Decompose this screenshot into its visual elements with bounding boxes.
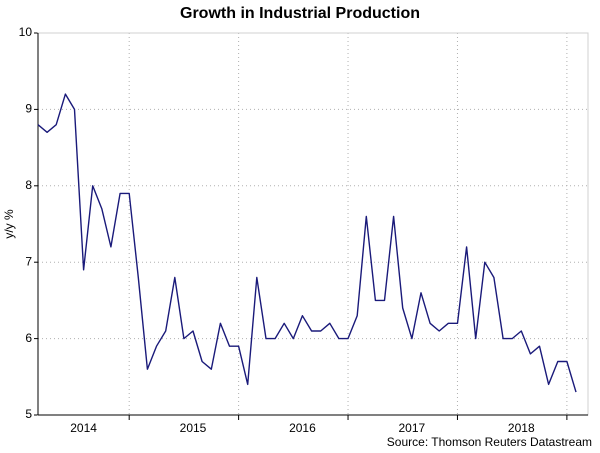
x-tick-label: 2015: [180, 421, 207, 435]
y-tick-label: 7: [25, 254, 32, 268]
x-tick-label: 2016: [289, 421, 316, 435]
plot-frame: [37, 32, 589, 416]
chart-title: Growth in Industrial Production: [180, 5, 420, 22]
source-note: Source: Thomson Reuters Datastream: [387, 435, 592, 449]
data-line: [37, 93, 577, 393]
y-tick-label: 5: [25, 407, 32, 421]
y-tick-label: 10: [19, 25, 33, 39]
x-tick-label: 2018: [508, 421, 535, 435]
x-tick-label: 2017: [399, 421, 426, 435]
y-tick-label: 6: [25, 331, 32, 345]
y-tick-label: 8: [25, 178, 32, 192]
y-axis-label: y/y %: [2, 209, 16, 239]
y-tick-label: 9: [25, 102, 32, 116]
x-tick-label: 2014: [70, 421, 97, 435]
